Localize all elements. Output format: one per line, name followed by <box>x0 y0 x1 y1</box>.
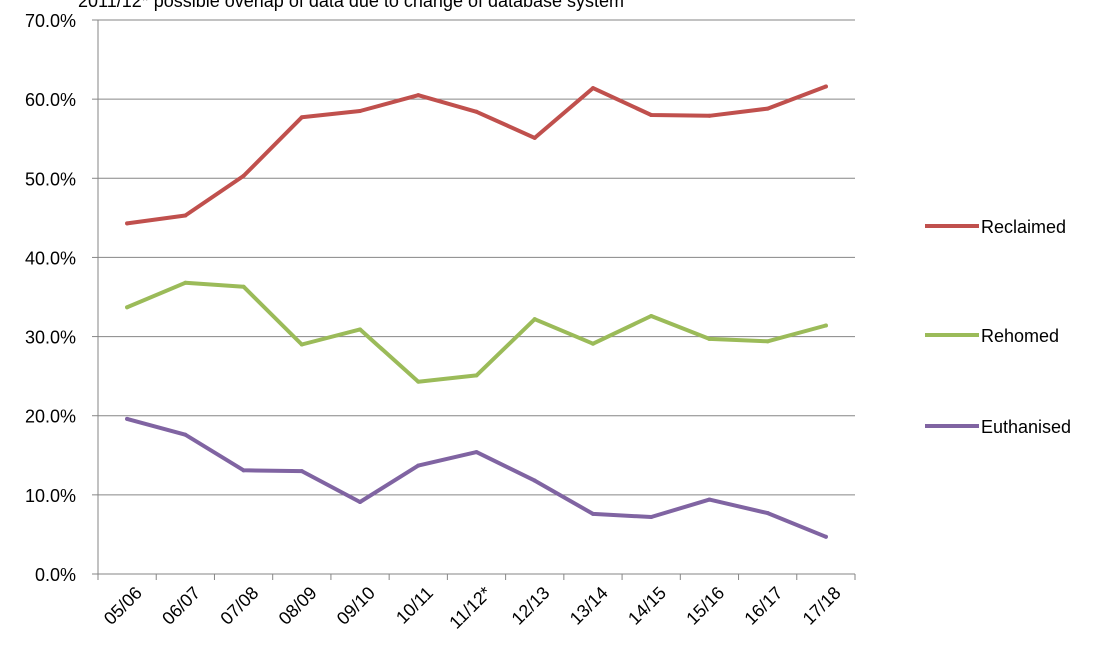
x-tick-label: 06/07 <box>158 583 204 629</box>
data-point-reclaimed <box>299 115 304 120</box>
data-point-rehomed <box>125 305 130 310</box>
legend-label: Euthanised <box>981 417 1071 437</box>
data-point-euthanised <box>707 497 712 502</box>
data-point-reclaimed <box>590 86 595 91</box>
data-point-reclaimed <box>125 221 130 226</box>
x-tick-label: 14/15 <box>624 583 670 629</box>
data-point-rehomed <box>299 342 304 347</box>
y-tick-label: 20.0% <box>25 407 76 427</box>
x-tick-label: 08/09 <box>275 583 321 629</box>
data-point-rehomed <box>649 313 654 318</box>
data-point-reclaimed <box>241 173 246 178</box>
data-point-euthanised <box>823 534 828 539</box>
legend-label: Reclaimed <box>981 217 1066 237</box>
data-point-rehomed <box>823 323 828 328</box>
data-point-euthanised <box>474 450 479 455</box>
series-line-rehomed <box>125 280 828 384</box>
data-point-euthanised <box>125 416 130 421</box>
data-point-rehomed <box>532 317 537 322</box>
y-tick-label: 60.0% <box>25 90 76 110</box>
data-point-reclaimed <box>416 93 421 98</box>
x-tick-label: 05/06 <box>100 583 146 629</box>
data-point-reclaimed <box>823 84 828 89</box>
data-point-euthanised <box>183 432 188 437</box>
data-point-reclaimed <box>707 113 712 118</box>
data-point-reclaimed <box>358 109 363 114</box>
data-point-euthanised <box>299 469 304 474</box>
x-tick-label: 07/08 <box>216 583 262 629</box>
data-point-reclaimed <box>765 106 770 111</box>
data-point-reclaimed <box>474 109 479 114</box>
data-point-rehomed <box>416 379 421 384</box>
y-tick-label: 40.0% <box>25 248 76 268</box>
y-tick-label: 0.0% <box>35 565 76 585</box>
x-tick-label: 12/13 <box>508 583 554 629</box>
y-tick-label: 50.0% <box>25 169 76 189</box>
x-tick-label: 11/12* <box>445 583 495 633</box>
y-tick-label: 10.0% <box>25 486 76 506</box>
series-line-reclaimed <box>125 84 828 226</box>
data-point-euthanised <box>532 478 537 483</box>
x-tick-label: 13/14 <box>566 583 612 629</box>
data-point-euthanised <box>765 511 770 516</box>
y-tick-label: 30.0% <box>25 328 76 348</box>
data-point-euthanised <box>416 463 421 468</box>
data-point-euthanised <box>241 468 246 473</box>
data-point-euthanised <box>649 515 654 520</box>
data-point-rehomed <box>358 327 363 332</box>
data-point-euthanised <box>590 511 595 516</box>
y-tick-label: 70.0% <box>25 11 76 31</box>
legend-label: Rehomed <box>981 326 1059 346</box>
data-point-rehomed <box>707 336 712 341</box>
data-point-reclaimed <box>649 112 654 117</box>
data-point-rehomed <box>183 280 188 285</box>
data-point-reclaimed <box>183 213 188 218</box>
data-point-rehomed <box>241 284 246 289</box>
x-tick-label: 10/11 <box>392 583 437 628</box>
series-line-euthanised <box>125 416 828 539</box>
data-point-euthanised <box>358 499 363 504</box>
data-point-reclaimed <box>532 135 537 140</box>
x-tick-label: 16/17 <box>740 583 786 629</box>
data-point-rehomed <box>765 339 770 344</box>
x-tick-label: 15/16 <box>682 583 728 629</box>
x-tick-label: 09/10 <box>333 583 379 629</box>
data-point-rehomed <box>590 341 595 346</box>
data-point-rehomed <box>474 373 479 378</box>
chart-note: 2011/12* possible overlap of data due to… <box>78 0 625 11</box>
x-tick-label: 17/18 <box>799 583 845 629</box>
